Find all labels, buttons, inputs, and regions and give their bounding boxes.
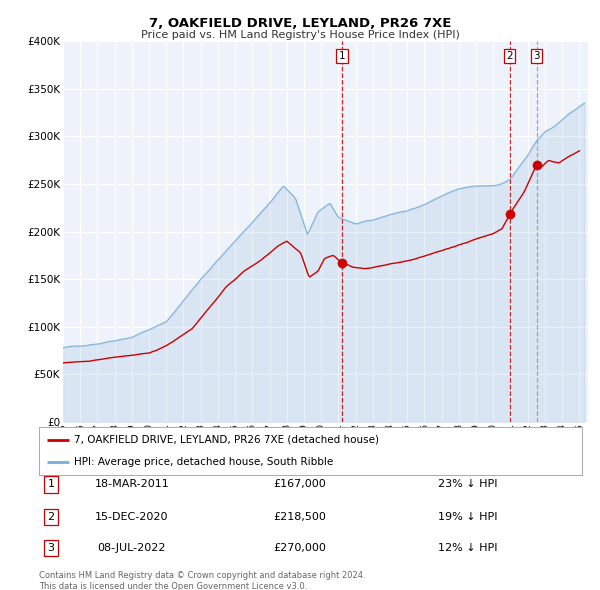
Text: 1: 1 <box>339 51 346 61</box>
Text: Price paid vs. HM Land Registry's House Price Index (HPI): Price paid vs. HM Land Registry's House … <box>140 30 460 40</box>
Text: 3: 3 <box>47 543 55 553</box>
Text: 19% ↓ HPI: 19% ↓ HPI <box>438 512 497 522</box>
Text: £270,000: £270,000 <box>274 543 326 553</box>
Text: 7, OAKFIELD DRIVE, LEYLAND, PR26 7XE: 7, OAKFIELD DRIVE, LEYLAND, PR26 7XE <box>149 17 451 30</box>
Text: 7, OAKFIELD DRIVE, LEYLAND, PR26 7XE (detached house): 7, OAKFIELD DRIVE, LEYLAND, PR26 7XE (de… <box>74 435 379 445</box>
Text: £167,000: £167,000 <box>274 480 326 489</box>
Text: 1: 1 <box>47 480 55 489</box>
Text: 18-MAR-2011: 18-MAR-2011 <box>95 480 169 489</box>
Text: £218,500: £218,500 <box>274 512 326 522</box>
Text: 12% ↓ HPI: 12% ↓ HPI <box>438 543 497 553</box>
Text: 2: 2 <box>47 512 55 522</box>
Text: Contains HM Land Registry data © Crown copyright and database right 2024.
This d: Contains HM Land Registry data © Crown c… <box>39 571 365 590</box>
Text: 2: 2 <box>506 51 513 61</box>
Text: HPI: Average price, detached house, South Ribble: HPI: Average price, detached house, Sout… <box>74 457 334 467</box>
Text: 08-JUL-2022: 08-JUL-2022 <box>98 543 166 553</box>
Text: 15-DEC-2020: 15-DEC-2020 <box>95 512 169 522</box>
Text: 3: 3 <box>533 51 540 61</box>
Text: 23% ↓ HPI: 23% ↓ HPI <box>438 480 497 489</box>
